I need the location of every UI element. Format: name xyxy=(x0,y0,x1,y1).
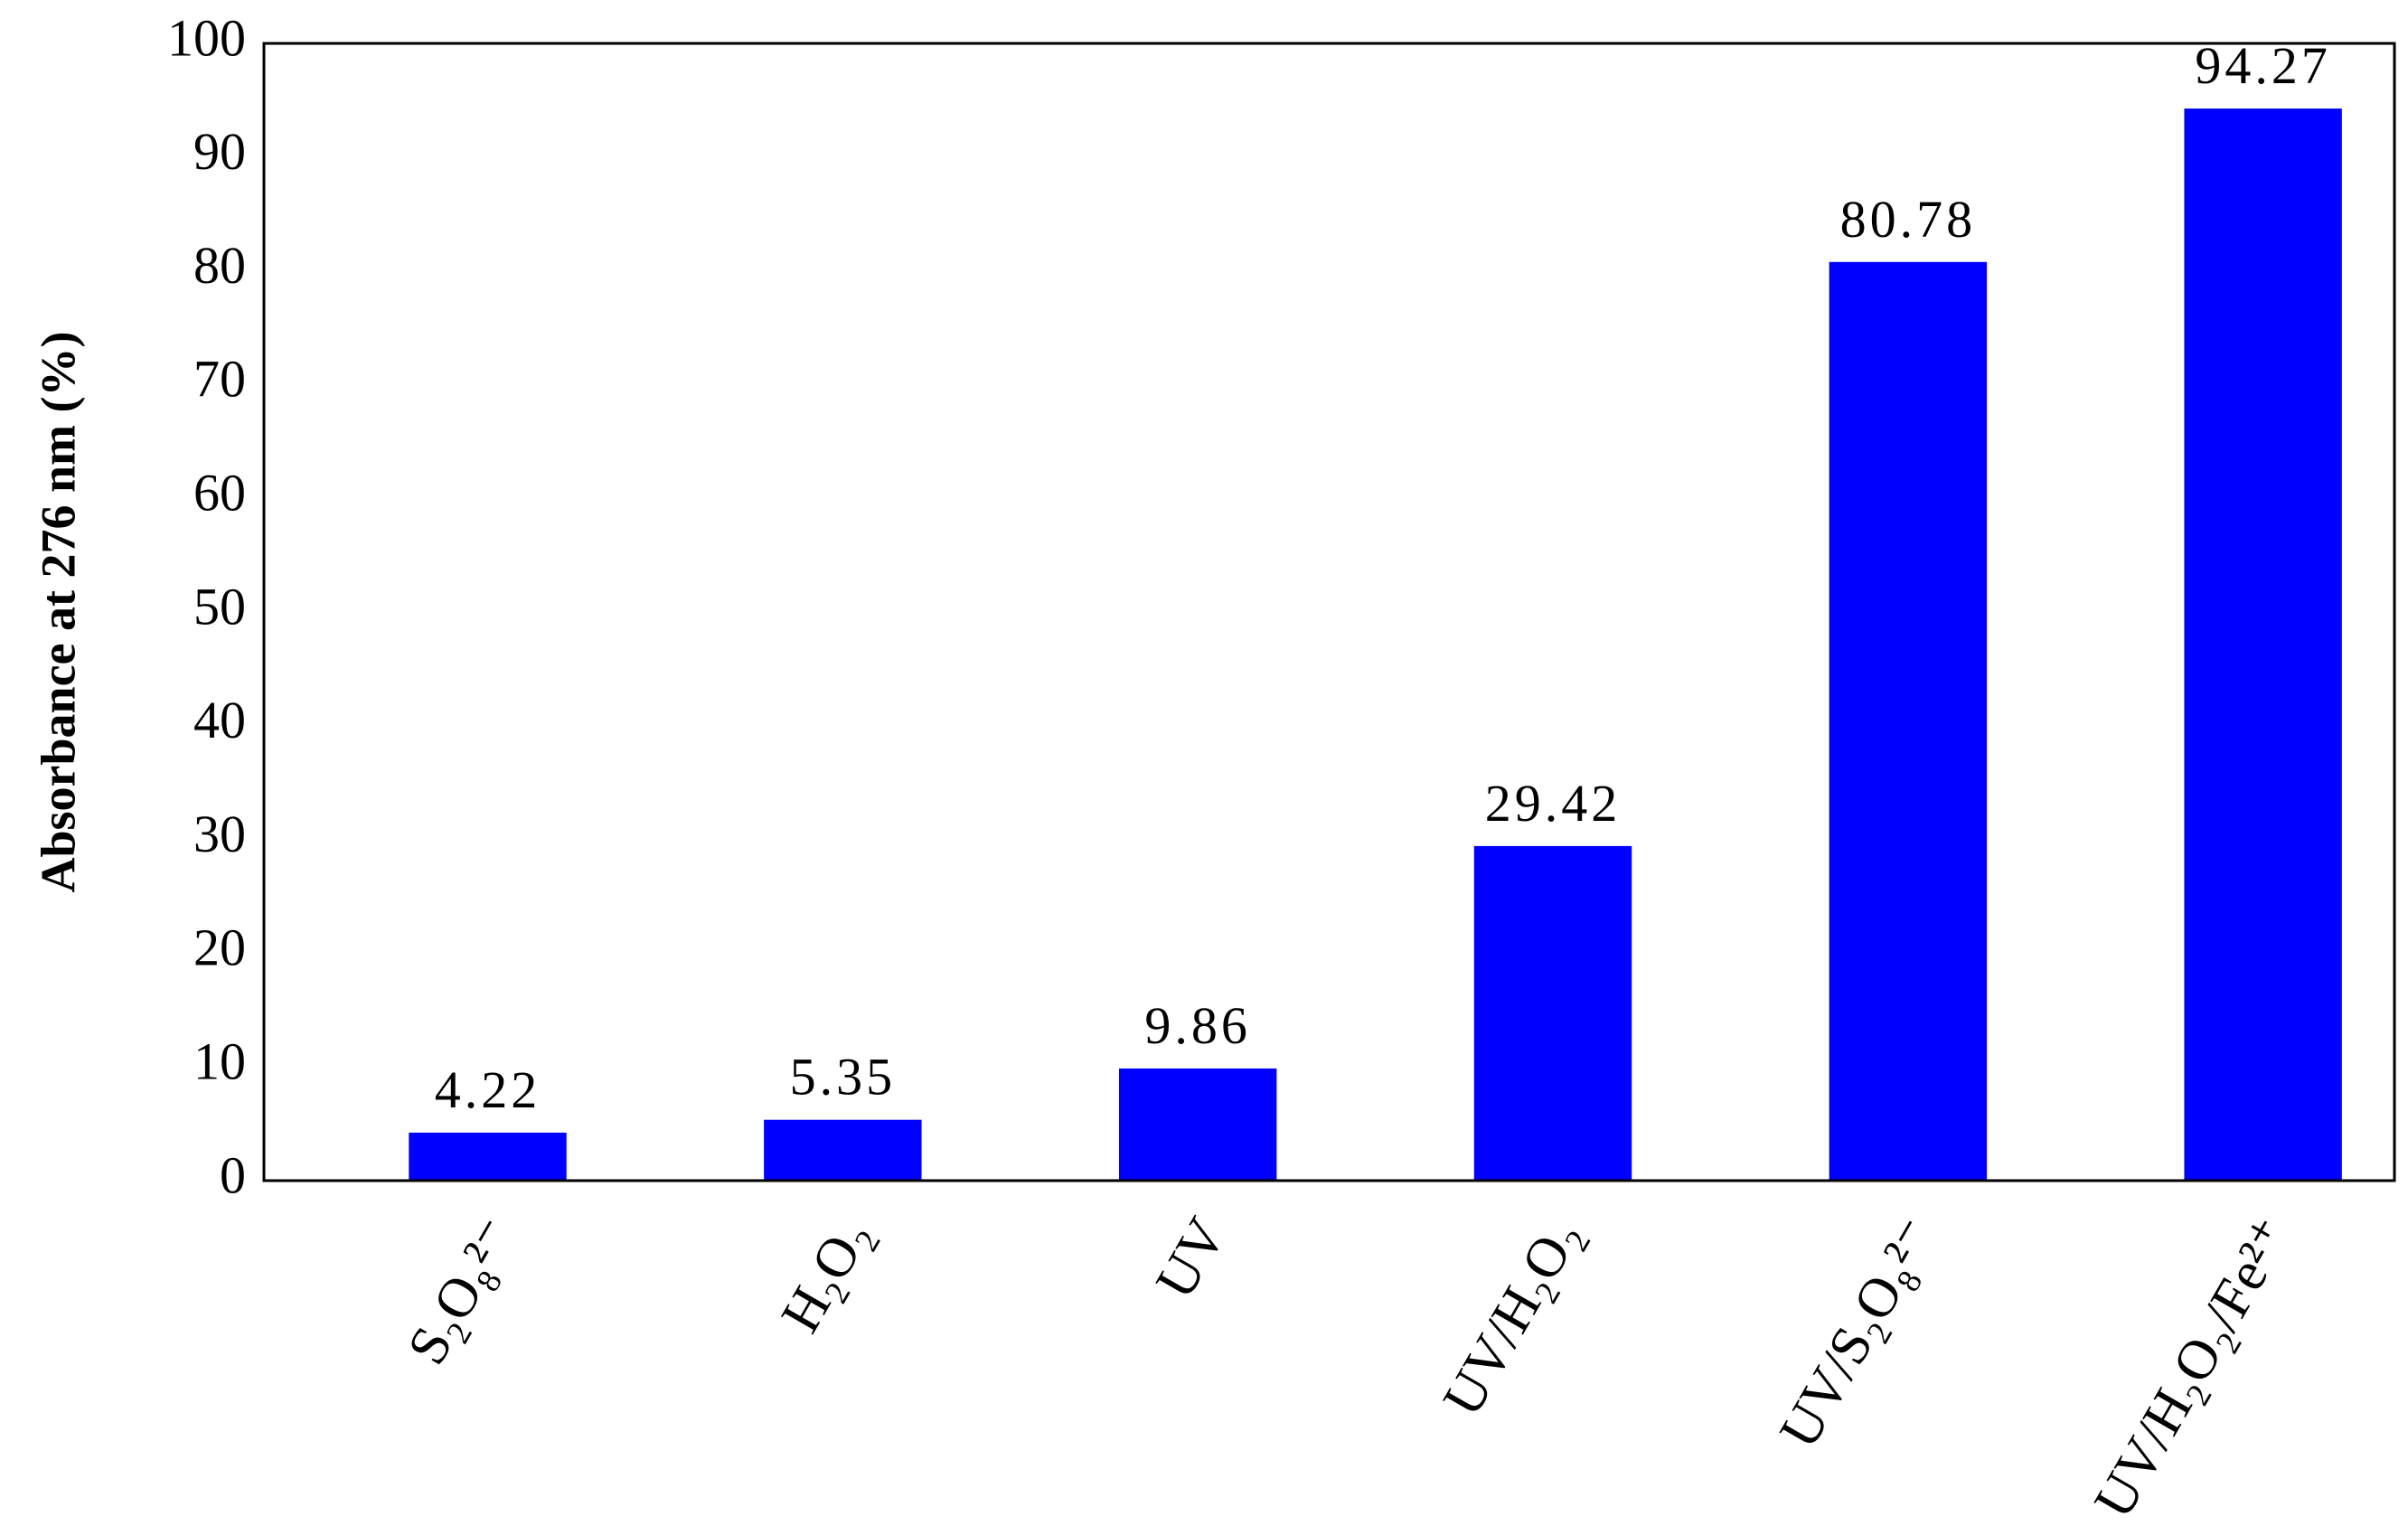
y-tick-label: 20 xyxy=(193,918,246,977)
y-axis-label: Absorbance at 276 nm (%) xyxy=(31,332,85,893)
y-tick-label: 80 xyxy=(193,236,246,295)
y-tick-label: 50 xyxy=(193,577,246,636)
y-tick-label: 100 xyxy=(167,8,246,67)
x-tick-label: UV/H₂O₂/Fe²⁺ xyxy=(2083,1208,2303,1529)
data-label: 5.35 xyxy=(790,1048,897,1107)
data-label: 29.42 xyxy=(1485,774,1622,833)
x-tick-label: UV xyxy=(1144,1208,1238,1309)
y-tick-label: 40 xyxy=(193,691,246,749)
data-label: 94.27 xyxy=(2195,36,2331,95)
x-tick-label: S₂O₈²⁻ xyxy=(396,1208,528,1375)
x-tick-label: UV/S₂O₈²⁻ xyxy=(1768,1208,1948,1458)
bar xyxy=(1829,261,1988,1181)
bar xyxy=(764,1119,922,1181)
data-label: 80.78 xyxy=(1840,190,1977,249)
bar xyxy=(1473,845,1632,1181)
plot-frame xyxy=(262,42,2396,1182)
y-tick-label: 70 xyxy=(193,350,246,409)
x-tick-label: H₂O₂ xyxy=(769,1208,882,1342)
x-tick-label: UV/H₂O₂ xyxy=(1432,1208,1594,1426)
data-label: 4.22 xyxy=(435,1060,541,1119)
bar xyxy=(409,1132,567,1181)
bar xyxy=(1118,1068,1277,1181)
y-tick-label: 90 xyxy=(193,122,246,181)
y-tick-label: 30 xyxy=(193,805,246,863)
y-tick-label: 10 xyxy=(193,1032,246,1091)
y-tick-label: 0 xyxy=(220,1145,246,1204)
bar xyxy=(2184,108,2342,1182)
y-tick-label: 60 xyxy=(193,464,246,523)
data-label: 9.86 xyxy=(1144,996,1251,1055)
